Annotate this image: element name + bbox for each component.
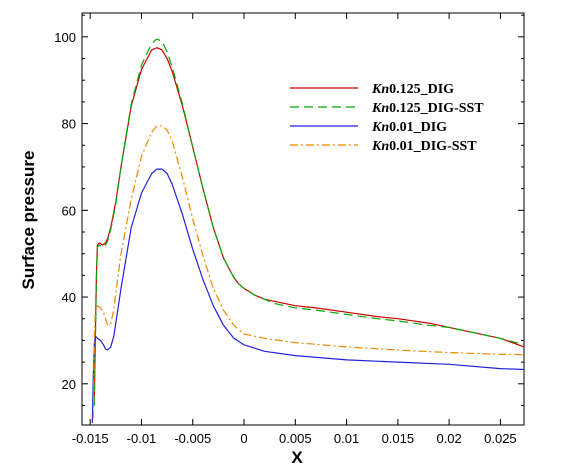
legend-label-2: Kn0.125_DIG-SST bbox=[371, 101, 484, 116]
legend-label-prefix: Kn bbox=[371, 139, 389, 154]
y-tick-label: 40 bbox=[62, 290, 76, 305]
x-tick-label: 0.015 bbox=[382, 431, 415, 446]
series-line-1 bbox=[93, 47, 525, 402]
legend-label-prefix: Kn bbox=[371, 82, 389, 97]
series-line-4 bbox=[92, 125, 525, 419]
legend-label-3: Kn0.01_DIG bbox=[371, 120, 447, 135]
x-tick-label: 0.02 bbox=[436, 431, 461, 446]
y-tick-label: 100 bbox=[54, 30, 76, 45]
series-line-3 bbox=[91, 168, 525, 423]
x-tick-label: -0.01 bbox=[127, 431, 157, 446]
y-axis-title: Surface pressure bbox=[19, 151, 38, 290]
x-tick-label: 0.005 bbox=[279, 431, 312, 446]
series-layer bbox=[91, 38, 525, 423]
y-axis: 20 40 60 80 100 bbox=[54, 14, 524, 406]
x-tick-label: 0.01 bbox=[334, 431, 359, 446]
x-axis-title: X bbox=[291, 448, 303, 467]
legend-label-4: Kn0.01_DIG-SST bbox=[371, 139, 477, 154]
y-tick-label: 20 bbox=[62, 377, 76, 392]
y-tick-label: 80 bbox=[62, 117, 76, 132]
y-tick-label: 60 bbox=[62, 203, 76, 218]
x-tick-label: -0.015 bbox=[72, 431, 109, 446]
legend-label-1: Kn0.125_DIG bbox=[371, 82, 454, 97]
legend-label-suffix: 0.125_DIG bbox=[389, 82, 454, 97]
x-tick-label: 0 bbox=[240, 431, 247, 446]
x-axis: -0.015 -0.01 -0.005 0 0.005 0.01 0.015 0.02 0.02… bbox=[72, 13, 517, 446]
legend-label-suffix: 0.01_DIG bbox=[389, 120, 447, 135]
legend-label-suffix: 0.01_DIG-SST bbox=[389, 139, 477, 154]
legend-label-prefix: Kn bbox=[371, 101, 389, 116]
x-tick-label: 0.025 bbox=[484, 431, 517, 446]
plot-frame bbox=[81, 12, 525, 426]
legend: Kn0.125_DIGKn0.125_DIG-SSTKn0.01_DIGKn0.… bbox=[290, 82, 484, 154]
series-line-2 bbox=[93, 38, 525, 406]
legend-label-prefix: Kn bbox=[371, 120, 389, 135]
x-tick-label: -0.005 bbox=[174, 431, 211, 446]
legend-label-suffix: 0.125_DIG-SST bbox=[389, 101, 484, 116]
